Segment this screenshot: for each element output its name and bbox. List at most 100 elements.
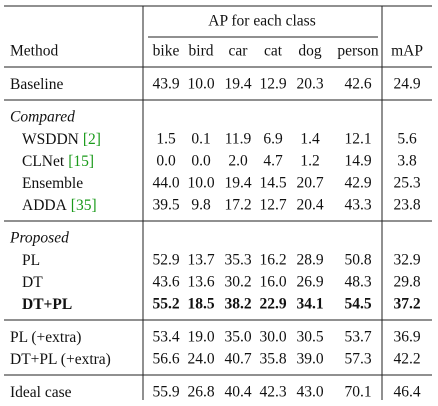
cell-value: 48.3 xyxy=(344,274,371,291)
cell-value: 13.7 xyxy=(187,252,214,269)
method-name: WSDDN [2] xyxy=(22,131,101,148)
method-name: Ensemble xyxy=(22,175,83,192)
cell-value: 4.7 xyxy=(263,153,283,170)
cell-value: 35.3 xyxy=(224,252,251,269)
cell-value: 19.4 xyxy=(224,76,251,93)
cell-value: 5.6 xyxy=(397,131,417,148)
cell-value: 57.3 xyxy=(344,351,371,368)
cell-value: 22.9 xyxy=(259,296,286,313)
cell-value: 0.0 xyxy=(156,153,176,170)
cell-value: 56.6 xyxy=(152,351,179,368)
method-label: WSDDN xyxy=(22,131,79,148)
column-header: person xyxy=(337,43,379,60)
cell-value: 30.0 xyxy=(259,329,286,346)
cell-value: 34.1 xyxy=(296,296,323,313)
cell-value: 40.4 xyxy=(224,384,251,401)
cell-value: 1.5 xyxy=(156,131,176,148)
cell-value: 20.7 xyxy=(296,175,323,192)
cell-value: 44.0 xyxy=(152,175,179,192)
column-header: bike xyxy=(153,43,180,60)
cell-value: 36.9 xyxy=(393,329,420,346)
method-name: CLNet [15] xyxy=(22,153,94,170)
column-header: mAP xyxy=(391,43,423,60)
citation: [2] xyxy=(83,131,101,148)
method-name: Baseline xyxy=(10,76,63,93)
cell-value: 24.0 xyxy=(187,351,214,368)
cell-value: 10.0 xyxy=(187,76,214,93)
cell-value: 42.9 xyxy=(344,175,371,192)
method-name: DT xyxy=(22,274,43,291)
method-name: ADDA [35] xyxy=(22,197,97,214)
column-header: cat xyxy=(264,43,283,60)
cell-value: 50.8 xyxy=(344,252,371,269)
method-label: Baseline xyxy=(10,76,63,93)
method-name: PL xyxy=(22,252,40,269)
cell-value: 3.8 xyxy=(397,153,417,170)
cell-value: 6.9 xyxy=(263,131,283,148)
cell-value: 53.4 xyxy=(152,329,179,346)
cell-value: 39.0 xyxy=(296,351,323,368)
column-header: bird xyxy=(189,43,214,60)
cell-value: 40.7 xyxy=(224,351,251,368)
method-label: DT+PL (+extra) xyxy=(10,351,111,368)
cell-value: 12.9 xyxy=(259,76,286,93)
cell-value: 35.0 xyxy=(224,329,251,346)
cell-value: 29.8 xyxy=(393,274,420,291)
citation: [35] xyxy=(71,197,97,214)
method-name: Ideal case xyxy=(10,384,72,401)
section-title: Compared xyxy=(10,109,75,126)
cell-value: 1.2 xyxy=(300,153,319,170)
method-label: Ideal case xyxy=(10,384,72,401)
cell-value: 20.3 xyxy=(296,76,323,93)
cell-value: 70.1 xyxy=(344,384,371,401)
cell-value: 43.0 xyxy=(296,384,323,401)
cell-value: 42.2 xyxy=(393,351,420,368)
cell-value: 30.5 xyxy=(296,329,323,346)
method-label: PL (+extra) xyxy=(10,329,81,346)
cell-value: 17.2 xyxy=(224,197,251,214)
cell-value: 16.0 xyxy=(259,274,286,291)
section-title: Proposed xyxy=(9,230,69,247)
method-name: DT+PL (+extra) xyxy=(10,351,111,368)
cell-value: 16.2 xyxy=(259,252,286,269)
cell-value: 12.1 xyxy=(344,131,371,148)
cell-value: 39.5 xyxy=(152,197,179,214)
cell-value: 19.4 xyxy=(224,175,251,192)
cell-value: 0.1 xyxy=(191,131,210,148)
method-label: DT xyxy=(22,274,43,291)
cell-value: 13.6 xyxy=(187,274,214,291)
method-label: CLNet xyxy=(22,153,65,170)
cell-value: 46.4 xyxy=(393,384,420,401)
group-header: AP for each class xyxy=(208,13,315,30)
cell-value: 42.6 xyxy=(344,76,371,93)
cell-value: 43.9 xyxy=(152,76,179,93)
cell-value: 25.3 xyxy=(393,175,420,192)
cell-value: 43.6 xyxy=(152,274,179,291)
cell-value: 26.8 xyxy=(187,384,214,401)
cell-value: 38.2 xyxy=(224,296,251,313)
cell-value: 26.9 xyxy=(296,274,323,291)
cell-value: 18.5 xyxy=(187,296,214,313)
column-header: dog xyxy=(298,43,322,60)
cell-value: 42.3 xyxy=(259,384,286,401)
method-label: ADDA xyxy=(22,197,68,214)
cell-value: 35.8 xyxy=(259,351,286,368)
cell-value: 55.9 xyxy=(152,384,179,401)
cell-value: 14.5 xyxy=(259,175,286,192)
cell-value: 12.7 xyxy=(259,197,286,214)
method-name: DT+PL xyxy=(22,296,72,313)
cell-value: 37.2 xyxy=(393,296,420,313)
cell-value: 52.9 xyxy=(152,252,179,269)
citation: [15] xyxy=(68,153,94,170)
cell-value: 55.2 xyxy=(152,296,179,313)
method-name: PL (+extra) xyxy=(10,329,81,346)
cell-value: 1.4 xyxy=(300,131,320,148)
cell-value: 2.0 xyxy=(228,153,248,170)
cell-value: 54.5 xyxy=(344,296,371,313)
cell-value: 10.0 xyxy=(187,175,214,192)
cell-value: 0.0 xyxy=(191,153,211,170)
cell-value: 23.8 xyxy=(393,197,420,214)
method-label: Ensemble xyxy=(22,175,83,192)
